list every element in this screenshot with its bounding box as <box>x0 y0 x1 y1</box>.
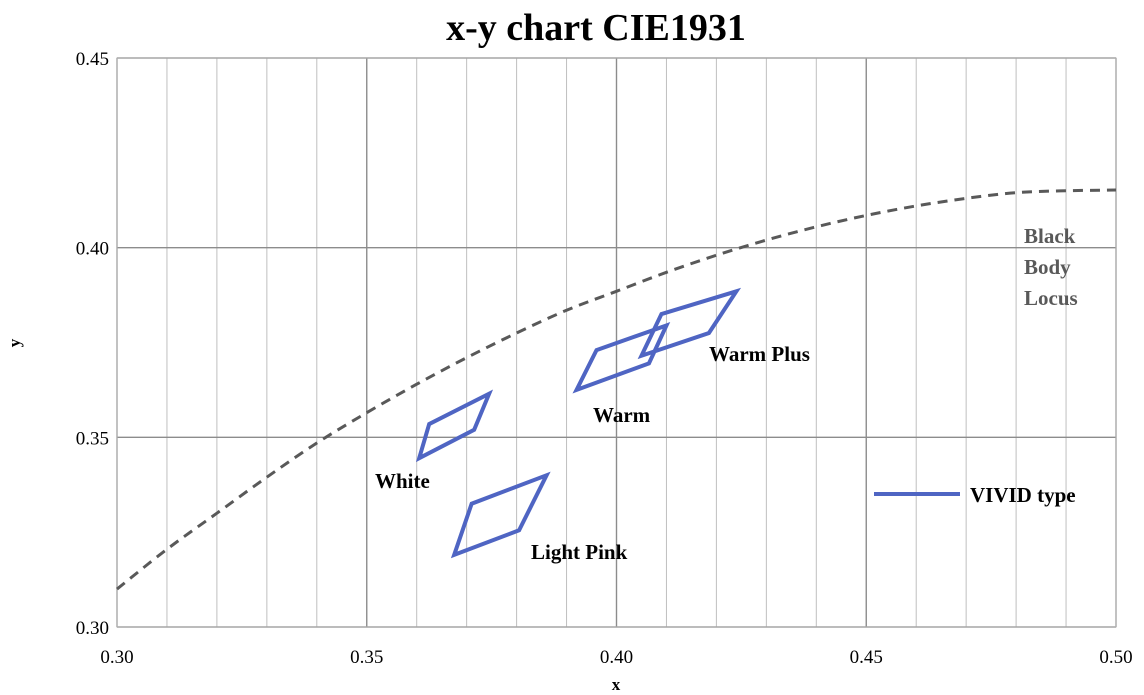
x-tick-label: 0.35 <box>350 647 383 668</box>
black-body-locus-curve <box>116 188 1117 591</box>
region-warm <box>572 321 671 394</box>
region-white <box>415 389 494 463</box>
x-tick-label: 0.45 <box>850 647 883 668</box>
region-warm-plus <box>637 287 742 360</box>
locus-label-line: Locus <box>1024 286 1078 310</box>
y-tick-labels: 0.30 0.35 0.40 0.45 <box>76 49 109 639</box>
vivid-regions <box>415 287 742 559</box>
y-axis-label: y <box>5 338 24 347</box>
x-tick-labels: 0.30 0.35 0.40 0.45 0.50 <box>100 647 1132 668</box>
region-light-pink <box>450 471 551 559</box>
legend: VIVID type <box>874 483 1076 507</box>
legend-label-vivid-type: VIVID type <box>970 483 1076 507</box>
y-tick-label: 0.40 <box>76 239 109 260</box>
x-tick-label: 0.50 <box>1099 647 1132 668</box>
x-tick-label: 0.30 <box>100 647 133 668</box>
locus-label-line: Black <box>1024 224 1076 248</box>
black-body-locus-label: Black Body Locus <box>1024 224 1078 310</box>
region-labels: White Light Pink Warm Warm Plus <box>375 342 810 564</box>
region-label-warm: Warm <box>593 403 651 427</box>
region-label-warm-plus: Warm Plus <box>709 342 810 366</box>
plot-frame <box>116 57 1117 628</box>
y-tick-label: 0.45 <box>76 49 109 70</box>
x-axis-label: x <box>612 675 621 694</box>
locus-label-line: Body <box>1024 255 1071 279</box>
y-tick-label: 0.35 <box>76 428 109 449</box>
x-tick-label: 0.40 <box>600 647 633 668</box>
chart-title: x-y chart CIE1931 <box>446 7 746 49</box>
y-tick-label: 0.30 <box>76 618 109 639</box>
region-label-white: White <box>375 469 430 493</box>
region-label-light-pink: Light Pink <box>531 540 628 564</box>
